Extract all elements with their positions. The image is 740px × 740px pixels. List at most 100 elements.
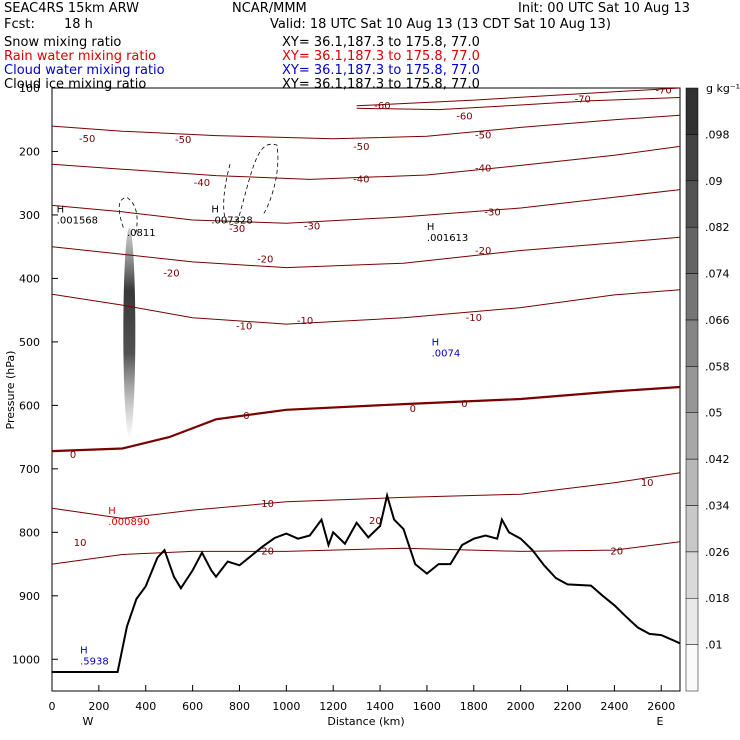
contour-line: [52, 236, 680, 269]
contour-label: -30: [229, 224, 245, 235]
temperature-contours: [52, 88, 680, 565]
y-tick-label: 600: [19, 399, 40, 412]
fcst-value: 18 h: [64, 17, 93, 32]
x-tick-label: 1600: [413, 700, 441, 713]
model-title: SEAC4RS 15km ARW: [4, 1, 139, 16]
x-axis-label: Distance (km): [327, 715, 404, 728]
x-tick-label: 200: [88, 700, 109, 713]
colorbar-swatch: [685, 644, 699, 692]
y-tick-label: 100: [19, 82, 40, 95]
maximum-marker: H: [57, 204, 65, 215]
x-axis: 0 200 400 600 800 1000 1200 1400 1600 1800 2000 220…: [49, 685, 675, 713]
colorbar-tick-label: .026: [705, 546, 730, 559]
snow-dashed-contour: [118, 197, 138, 236]
colorbar-swatch: [685, 366, 699, 413]
colorbar-tick-label: .058: [705, 360, 730, 373]
maximum-value: .001613: [427, 233, 468, 244]
contour-label: -60: [374, 101, 390, 112]
y-tick-label: 1000: [12, 653, 40, 666]
colorbar-tick-label: .082: [705, 221, 730, 234]
y-tick-label: 900: [19, 590, 40, 603]
colorbar-swatch: [685, 412, 699, 460]
valid-time: Valid: 18 UTC Sat 10 Aug 13 (13 CDT Sat …: [270, 17, 611, 32]
contour-label: 20: [610, 546, 623, 557]
contour-label: -20: [475, 246, 491, 257]
contour-label: -30: [484, 207, 500, 218]
contour-line: [52, 385, 680, 453]
maximum-value: .5938: [80, 656, 109, 667]
colorbar-unit: g kg⁻¹: [706, 82, 740, 95]
colorbar-tick-label: .018: [705, 592, 730, 605]
contour-label: 10: [641, 478, 654, 489]
contour-label: -10: [236, 322, 252, 333]
contour-label: 20: [261, 546, 274, 557]
terrain-line: [52, 491, 680, 673]
x-tick-label: 1400: [366, 700, 394, 713]
fcst-label: Fcst:: [4, 17, 35, 32]
contour-line: [356, 97, 680, 111]
snow-plume-shading: [123, 227, 136, 438]
contour-line: [52, 114, 680, 140]
field-name: Snow mixing ratio: [4, 35, 121, 50]
colorbar-swatch: [685, 180, 699, 228]
x-tick-label: 2000: [507, 700, 535, 713]
y-axis-label: Pressure (hPa): [4, 351, 17, 430]
contour-line: [52, 189, 680, 224]
contour-label: 0: [461, 399, 467, 410]
contour-label: 10: [74, 538, 87, 549]
field-name: Rain water mixing ratio: [4, 49, 156, 64]
maximum-value: .0074: [432, 349, 461, 360]
maximum-marker: H: [211, 204, 219, 215]
maxima-markers: H.001568.0811H.007328H.001613H.0074H.000…: [57, 204, 469, 667]
x-tick-label: 1200: [319, 700, 347, 713]
contour-line: [52, 145, 680, 180]
colorbar-swatch: [685, 87, 699, 135]
contour-label: -20: [257, 254, 273, 265]
maximum-marker: H: [80, 645, 88, 656]
x-tick-label: 2200: [554, 700, 582, 713]
east-label: E: [657, 715, 664, 728]
y-tick-label: 500: [19, 336, 40, 349]
field-xy: XY= 36.1,187.3 to 175.8, 77.0: [282, 77, 480, 92]
y-tick-label: 700: [19, 463, 40, 476]
x-tick-label: 800: [229, 700, 250, 713]
colorbar-tick-label: .01: [705, 639, 723, 652]
terrain-outline: [52, 491, 680, 673]
y-tick-label: 800: [19, 526, 40, 539]
x-tick-label: 2400: [600, 700, 628, 713]
colorbar-tick-label: .042: [705, 453, 730, 466]
colorbar-tick-label: .098: [705, 128, 730, 141]
maximum-marker: H: [427, 222, 435, 233]
y-tick-label: 300: [19, 209, 40, 222]
contour-label: -40: [194, 178, 210, 189]
field-xy: XY= 36.1,187.3 to 175.8, 77.0: [282, 49, 480, 64]
contour-label: -50: [175, 135, 191, 146]
colorbar-tick-label: .074: [705, 268, 730, 281]
y-axis: 1000 900 800 700 600 500 400 300 200 100: [12, 82, 58, 666]
maximum-value: .0811: [127, 228, 156, 239]
contour-label: -50: [353, 142, 369, 153]
init-time: Init: 00 UTC Sat 10 Aug 13: [518, 1, 690, 16]
contour-label: -70: [575, 94, 591, 105]
contour-line: [356, 88, 680, 107]
colorbar-swatch: [685, 134, 699, 182]
y-tick-label: 400: [19, 272, 40, 285]
contour-label: 0: [243, 411, 249, 422]
x-tick-label: 0: [49, 700, 56, 713]
contour-label: 10: [261, 499, 274, 510]
contour-label: -10: [466, 313, 482, 324]
contour-label: -30: [304, 221, 320, 232]
contour-line: [52, 541, 680, 565]
contour-label: -40: [353, 174, 369, 185]
maximum-marker: H: [108, 506, 116, 517]
y-tick-label: 200: [19, 145, 40, 158]
colorbar-swatch: [685, 505, 699, 553]
contour-labels: -70-70-60-60-50 -50-50-50-40 -40-40-30 -30-…: [70, 88, 672, 557]
colorbar-tick-label: .05: [705, 407, 723, 420]
colorbar-tick-label: .09: [705, 175, 723, 188]
colorbar-swatch: [685, 319, 699, 367]
colorbar-swatch: [685, 226, 699, 274]
colorbar: .01 .018 .026 .034 .042 .05 .058 .066 .074 .082 .0…: [685, 82, 740, 692]
maximum-value: .007328: [211, 215, 252, 226]
